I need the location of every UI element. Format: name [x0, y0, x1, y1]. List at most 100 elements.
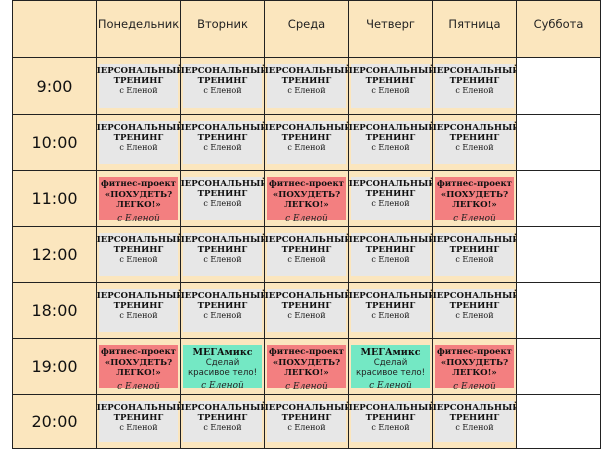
class-title-line1: фитнес-проект — [436, 347, 513, 357]
trainer-label: с Еленой — [119, 311, 158, 320]
class-title-line2: ТРЕНИНГ — [449, 413, 500, 423]
class-title-line1: ПЕРСОНАЛЬНЫЙ — [265, 291, 349, 301]
fitness-slot-cell: фитнес-проект «ПОХУДЕТЬ? ЛЕГКО!» с Еленой — [265, 171, 349, 227]
trainer-label: с Еленой — [119, 255, 158, 264]
personal-class-block[interactable]: ПЕРСОНАЛЬНЫЙ ТРЕНИНГ с Еленой — [265, 121, 349, 164]
trainer-label: с Еленой — [203, 86, 242, 95]
personal-class-block[interactable]: ПЕРСОНАЛЬНЫЙ ТРЕНИНГ с Еленой — [97, 233, 181, 276]
personal-class-block[interactable]: ПЕРСОНАЛЬНЫЙ ТРЕНИНГ с Еленой — [349, 289, 433, 332]
personal-class-block[interactable]: ПЕРСОНАЛЬНЫЙ ТРЕНИНГ с Еленой — [97, 289, 181, 332]
time-label: 18:00 — [31, 301, 78, 320]
mega-class-block[interactable]: МЕГАмикс Сделай красивое тело! с Еленой — [351, 345, 430, 391]
trainer-label: с Еленой — [119, 423, 158, 432]
trainer-label: с Еленой — [287, 143, 326, 152]
class-title-line3: ЛЕГКО!» — [452, 200, 497, 210]
personal-class-block[interactable]: ПЕРСОНАЛЬНЫЙ ТРЕНИНГ с Еленой — [265, 233, 348, 276]
personal-class-block[interactable]: ПЕРСОНАЛЬНЫЙ ТРЕНИНГ с Еленой — [97, 64, 181, 108]
trainer-label: с Еленой — [203, 143, 242, 152]
day-label: Среда — [287, 17, 326, 31]
trainer-label: с Еленой — [371, 423, 410, 432]
class-title-line3: ЛЕГКО!» — [116, 368, 161, 378]
empty-slot — [517, 283, 601, 339]
class-title-line2: ТРЕНИНГ — [197, 301, 248, 311]
time-label: 19:00 — [31, 357, 78, 376]
class-title-line2: ТРЕНИНГ — [281, 413, 332, 423]
class-title-line2: ТРЕНИНГ — [449, 133, 500, 143]
fitness-class-block[interactable]: фитнес-проект «ПОХУДЕТЬ? ЛЕГКО!» с Еленой — [99, 345, 178, 392]
class-title-line2: ТРЕНИНГ — [281, 245, 332, 255]
trainer-label: с Еленой — [287, 86, 326, 95]
personal-class-block[interactable]: ПЕРСОНАЛЬНЫЙ ТРЕНИНГ с Еленой — [97, 401, 181, 442]
personal-class-block[interactable]: ПЕРСОНАЛЬНЫЙ ТРЕНИНГ с Еленой — [433, 289, 516, 332]
trainer-label: с Еленой — [287, 311, 326, 320]
personal-class-block[interactable]: ПЕРСОНАЛЬНЫЙ ТРЕНИНГ с Еленой — [181, 401, 264, 442]
trainer-label: с Еленой — [371, 311, 410, 320]
day-header: Суббота — [517, 1, 601, 58]
class-title-line1: ПЕРСОНАЛЬНЫЙ — [349, 291, 433, 301]
class-title-line1: ПЕРСОНАЛЬНЫЙ — [97, 291, 181, 301]
class-title-line1: ПЕРСОНАЛЬНЫЙ — [97, 403, 181, 413]
personal-class-block[interactable]: ПЕРСОНАЛЬНЫЙ ТРЕНИНГ с Еленой — [181, 121, 265, 164]
class-title-line1: ПЕРСОНАЛЬНЫЙ — [97, 235, 181, 245]
personal-class-block[interactable]: ПЕРСОНАЛЬНЫЙ ТРЕНИНГ с Еленой — [349, 177, 432, 220]
class-title-line2: ТРЕНИНГ — [365, 245, 416, 255]
personal-slot-cell: ПЕРСОНАЛЬНЫЙ ТРЕНИНГ с Еленой — [97, 58, 181, 115]
personal-slot-cell: ПЕРСОНАЛЬНЫЙ ТРЕНИНГ с Еленой — [97, 395, 181, 449]
class-title-line1: ПЕРСОНАЛЬНЫЙ — [349, 123, 433, 133]
class-title-line2: ТРЕНИНГ — [113, 76, 164, 86]
personal-class-block[interactable]: ПЕРСОНАЛЬНЫЙ ТРЕНИНГ с Еленой — [265, 401, 348, 442]
personal-class-block[interactable]: ПЕРСОНАЛЬНЫЙ ТРЕНИНГ с Еленой — [433, 401, 516, 442]
class-title-line1: фитнес-проект — [100, 179, 177, 189]
personal-class-block[interactable]: ПЕРСОНАЛЬНЫЙ ТРЕНИНГ с Еленой — [433, 233, 516, 276]
class-subtitle-line1: Сделай — [373, 358, 408, 368]
fitness-slot-cell: фитнес-проект «ПОХУДЕТЬ? ЛЕГКО!» с Еленой — [265, 339, 349, 395]
personal-class-block[interactable]: ПЕРСОНАЛЬНЫЙ ТРЕНИНГ с Еленой — [97, 121, 180, 164]
personal-class-block[interactable]: ПЕРСОНАЛЬНЫЙ ТРЕНИНГ с Еленой — [349, 121, 433, 164]
time-cell: 9:00 — [13, 58, 97, 115]
fitness-class-block[interactable]: фитнес-проект «ПОХУДЕТЬ? ЛЕГКО!» с Еленой — [435, 177, 514, 224]
class-title-line2: ТРЕНИНГ — [449, 301, 500, 311]
class-subtitle-line2: красивое тело! — [187, 368, 258, 378]
class-title: МЕГАмикс — [360, 347, 421, 358]
empty-slot — [517, 58, 601, 115]
class-title-line1: ПЕРСОНАЛЬНЫЙ — [265, 123, 349, 133]
personal-slot-cell: ПЕРСОНАЛЬНЫЙ ТРЕНИНГ с Еленой — [433, 283, 517, 339]
personal-slot-cell: ПЕРСОНАЛЬНЫЙ ТРЕНИНГ с Еленой — [433, 58, 517, 115]
personal-slot-cell: ПЕРСОНАЛЬНЫЙ ТРЕНИНГ с Еленой — [433, 227, 517, 283]
corner-cell — [13, 1, 97, 58]
personal-class-block[interactable]: ПЕРСОНАЛЬНЫЙ ТРЕНИНГ с Еленой — [349, 233, 433, 276]
personal-class-block[interactable]: ПЕРСОНАЛЬНЫЙ ТРЕНИНГ с Еленой — [181, 233, 264, 276]
trainer-label: с Еленой — [119, 143, 158, 152]
personal-class-block[interactable]: ПЕРСОНАЛЬНЫЙ ТРЕНИНГ с Еленой — [433, 121, 516, 164]
personal-class-block[interactable]: ПЕРСОНАЛЬНЫЙ ТРЕНИНГ с Еленой — [265, 64, 348, 108]
mega-class-block[interactable]: МЕГАмикс Сделай красивое тело! с Еленой — [183, 345, 262, 391]
class-title-line2: ТРЕНИНГ — [365, 301, 416, 311]
fitness-class-block[interactable]: фитнес-проект «ПОХУДЕТЬ? ЛЕГКО!» с Еленой — [99, 177, 178, 224]
personal-class-block[interactable]: ПЕРСОНАЛЬНЫЙ ТРЕНИНГ с Еленой — [349, 401, 432, 442]
personal-class-block[interactable]: ПЕРСОНАЛЬНЫЙ ТРЕНИНГ с Еленой — [181, 289, 264, 332]
fitness-class-block[interactable]: фитнес-проект «ПОХУДЕТЬ? ЛЕГКО!» с Еленой — [267, 177, 346, 224]
class-title-line1: ПЕРСОНАЛЬНЫЙ — [349, 235, 433, 245]
fitness-class-block[interactable]: фитнес-проект «ПОХУДЕТЬ? ЛЕГКО!» с Еленой — [435, 345, 514, 392]
class-title-line2: «ПОХУДЕТЬ? — [440, 189, 509, 200]
trainer-label: с Еленой — [201, 381, 244, 391]
personal-class-block[interactable]: ПЕРСОНАЛЬНЫЙ ТРЕНИНГ с Еленой — [349, 64, 433, 108]
class-subtitle-line2: красивое тело! — [355, 368, 426, 378]
class-title-line1: ПЕРСОНАЛЬНЫЙ — [97, 66, 181, 76]
time-label: 12:00 — [31, 245, 78, 264]
personal-class-block[interactable]: ПЕРСОНАЛЬНЫЙ ТРЕНИНГ с Еленой — [181, 64, 264, 108]
class-title-line1: ПЕРСОНАЛЬНЫЙ — [181, 123, 265, 133]
class-title-line2: ТРЕНИНГ — [113, 413, 164, 423]
trainer-label: с Еленой — [371, 199, 410, 208]
class-title-line1: ПЕРСОНАЛЬНЫЙ — [349, 66, 433, 76]
personal-slot-cell: ПЕРСОНАЛЬНЫЙ ТРЕНИНГ с Еленой — [433, 395, 517, 449]
personal-class-block[interactable]: ПЕРСОНАЛЬНЫЙ ТРЕНИНГ с Еленой — [181, 177, 264, 220]
personal-class-block[interactable]: ПЕРСОНАЛЬНЫЙ ТРЕНИНГ с Еленой — [433, 64, 516, 108]
personal-class-block[interactable]: ПЕРСОНАЛЬНЫЙ ТРЕНИНГ с Еленой — [265, 289, 349, 332]
personal-slot-cell: ПЕРСОНАЛЬНЫЙ ТРЕНИНГ с Еленой — [97, 283, 181, 339]
day-label: Суббота — [533, 17, 584, 31]
fitness-class-block[interactable]: фитнес-проект «ПОХУДЕТЬ? ЛЕГКО!» с Еленой — [267, 345, 346, 392]
class-title-line2: ТРЕНИНГ — [281, 301, 332, 311]
class-title-line2: «ПОХУДЕТЬ? — [272, 189, 341, 200]
class-title-line2: ТРЕНИНГ — [113, 245, 164, 255]
